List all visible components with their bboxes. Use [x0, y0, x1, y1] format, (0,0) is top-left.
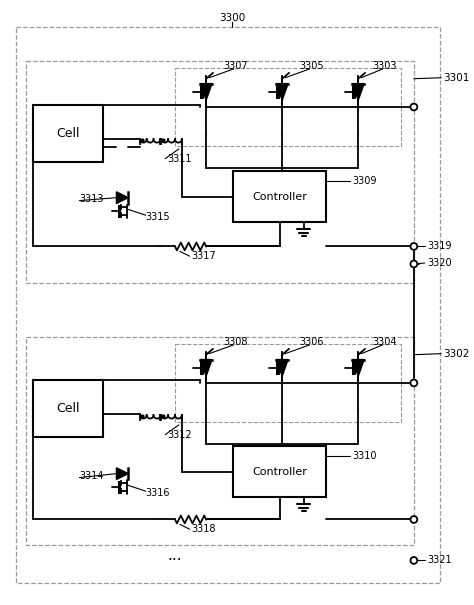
Text: Controller: Controller: [252, 192, 307, 201]
Polygon shape: [276, 83, 288, 100]
Bar: [234, 171, 326, 222]
Text: ...: ...: [168, 548, 182, 563]
Text: 3308: 3308: [223, 337, 248, 347]
Polygon shape: [353, 83, 364, 100]
Polygon shape: [201, 359, 212, 376]
Text: 3309: 3309: [353, 176, 377, 186]
Text: Controller: Controller: [252, 466, 307, 477]
Text: 3300: 3300: [219, 13, 246, 23]
Text: 3303: 3303: [373, 61, 397, 71]
Text: 3310: 3310: [353, 451, 377, 461]
Polygon shape: [276, 359, 288, 376]
Text: 3301: 3301: [443, 73, 469, 83]
Circle shape: [410, 379, 417, 387]
Text: 3319: 3319: [428, 241, 452, 252]
Bar: [33, 105, 103, 162]
Bar: [175, 344, 401, 422]
Text: 3307: 3307: [223, 61, 248, 71]
Bar: [234, 446, 326, 497]
Text: Cell: Cell: [56, 402, 80, 415]
Text: 3318: 3318: [191, 524, 216, 534]
Bar: [33, 380, 103, 437]
Text: 3311: 3311: [167, 154, 191, 164]
Text: 3317: 3317: [191, 251, 216, 261]
Text: Cell: Cell: [56, 127, 80, 140]
Text: 3312: 3312: [167, 430, 192, 440]
Bar: [175, 68, 401, 146]
Circle shape: [410, 243, 417, 250]
Text: 3313: 3313: [80, 194, 104, 204]
Polygon shape: [353, 359, 364, 376]
Text: 3316: 3316: [146, 488, 170, 498]
Circle shape: [410, 557, 417, 564]
Polygon shape: [117, 468, 128, 480]
Polygon shape: [117, 192, 128, 203]
Text: 3321: 3321: [428, 555, 452, 566]
Text: 3305: 3305: [299, 61, 324, 71]
Polygon shape: [201, 83, 212, 100]
Text: 3304: 3304: [373, 337, 397, 347]
Text: 3315: 3315: [146, 212, 170, 222]
Circle shape: [410, 516, 417, 523]
Circle shape: [410, 103, 417, 110]
Text: 3320: 3320: [428, 258, 452, 268]
Bar: [26, 61, 414, 284]
Text: 3314: 3314: [80, 471, 104, 480]
Circle shape: [410, 261, 417, 267]
Text: 3302: 3302: [443, 348, 469, 359]
Text: 3306: 3306: [299, 337, 324, 347]
Bar: [26, 337, 414, 545]
